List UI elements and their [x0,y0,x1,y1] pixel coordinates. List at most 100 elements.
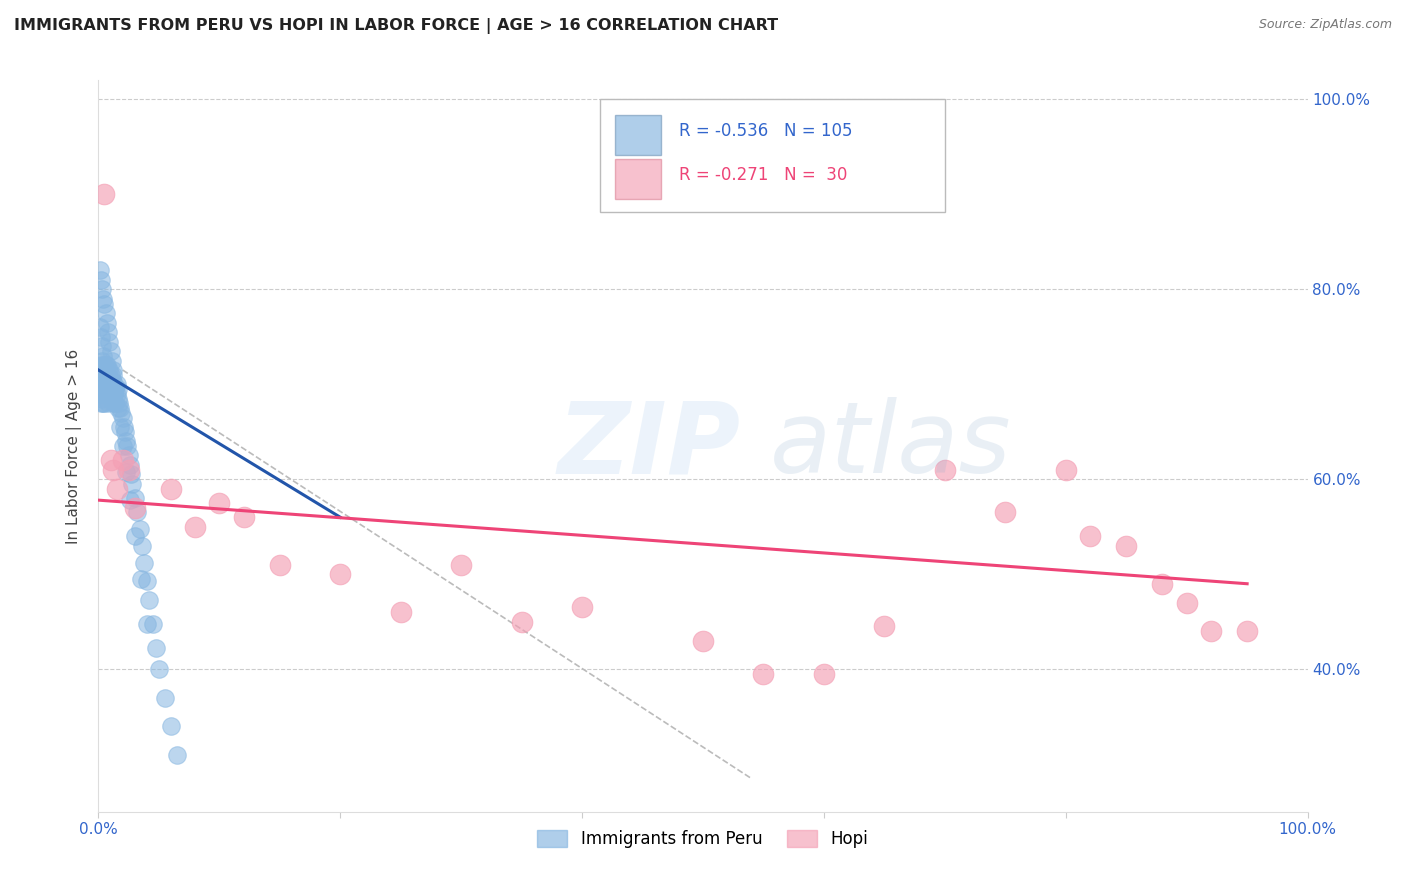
Point [128,522,150,536]
Point [90,330,112,344]
Point [101,363,124,377]
Text: R = -0.271   N =  30: R = -0.271 N = 30 [679,167,848,185]
Point [108,396,131,410]
Point [692,633,714,648]
Point [1115,539,1137,553]
Point [97,382,120,396]
Point [127,506,149,520]
Point [1199,624,1222,639]
Point [98,334,121,349]
Point [94,306,117,320]
Point [115,434,138,449]
Point [94,368,117,382]
Point [91,377,114,392]
FancyBboxPatch shape [600,99,945,212]
Point [135,574,157,588]
Point [112,420,135,434]
Point [571,600,593,615]
Point [153,690,176,705]
Point [89,320,111,334]
Point [100,353,122,368]
Legend: Immigrants from Peru, Hopi: Immigrants from Peru, Hopi [531,823,875,855]
Point [97,396,120,410]
Point [450,558,472,572]
Point [118,458,141,472]
Point [1078,529,1101,543]
Point [90,358,112,372]
Y-axis label: In Labor Force | Age > 16: In Labor Force | Age > 16 [66,349,83,543]
Point [124,500,146,515]
Point [94,382,117,396]
Point [93,296,115,310]
Point [93,372,115,386]
Point [89,368,111,382]
Point [91,292,114,306]
Text: IMMIGRANTS FROM PERU VS HOPI IN LABOR FORCE | AGE > 16 CORRELATION CHART: IMMIGRANTS FROM PERU VS HOPI IN LABOR FO… [14,18,778,34]
Point [329,567,352,582]
Point [104,382,127,396]
Point [160,482,183,496]
Point [118,493,141,508]
Point [91,349,114,363]
Point [91,368,114,382]
Point [97,325,120,339]
Point [120,467,142,482]
Point [104,396,127,410]
Point [232,510,254,524]
Point [93,377,115,392]
Point [118,449,141,463]
Point [100,344,122,359]
Point [100,377,122,392]
Point [103,377,125,392]
Point [100,386,122,401]
FancyBboxPatch shape [614,159,661,199]
Point [108,420,131,434]
Point [111,410,134,425]
Point [1054,463,1077,477]
Point [94,372,117,386]
Point [94,363,117,377]
Point [873,619,896,633]
Point [124,529,146,543]
Point [90,386,112,401]
Point [100,453,122,467]
Point [90,372,112,386]
Point [93,358,115,372]
Point [994,506,1017,520]
Point [100,368,122,382]
Point [96,358,118,372]
Point [111,439,134,453]
Point [91,382,114,396]
Point [121,477,143,491]
Point [96,386,118,401]
Point [98,372,121,386]
Point [389,605,412,619]
Point [105,386,128,401]
Point [91,363,114,377]
Point [160,719,183,733]
Point [166,747,188,762]
Point [510,615,533,629]
Point [97,377,120,392]
Point [1236,624,1258,639]
Point [131,539,153,553]
Point [90,273,112,287]
Point [101,382,124,396]
Point [100,372,122,386]
Point [91,396,114,410]
Text: Source: ZipAtlas.com: Source: ZipAtlas.com [1258,18,1392,31]
Point [813,667,835,681]
Point [135,616,157,631]
Point [91,282,114,296]
Point [208,496,231,510]
Point [100,382,122,396]
Text: atlas: atlas [769,398,1011,494]
Point [1152,576,1174,591]
Point [91,358,114,372]
Point [107,401,129,415]
FancyBboxPatch shape [614,115,661,155]
Text: ZIP: ZIP [558,398,741,494]
Point [110,406,132,420]
Point [105,482,128,496]
Point [91,392,114,406]
